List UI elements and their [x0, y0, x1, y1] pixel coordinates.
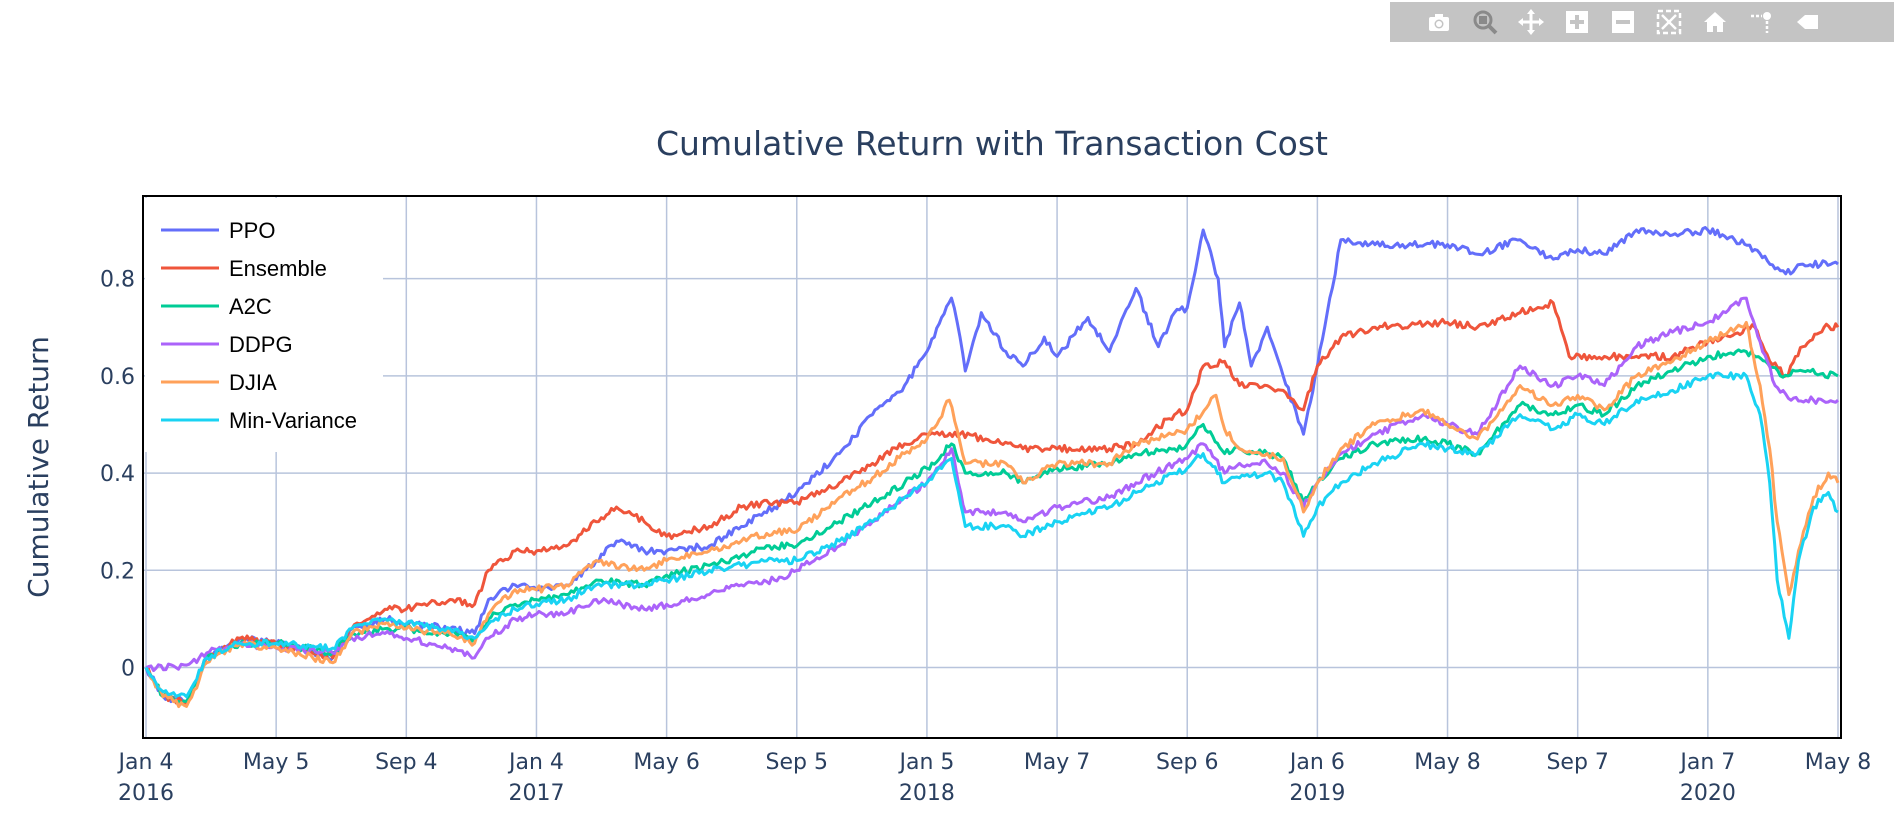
- chart-title: Cumulative Return with Transaction Cost: [656, 124, 1328, 163]
- hover-icon[interactable]: [1784, 2, 1830, 42]
- legend-label: DDPG: [229, 332, 293, 357]
- x-tick-label: Jan 7: [1678, 750, 1735, 775]
- x-tick-label: May 7: [1024, 750, 1090, 775]
- zoom-icon[interactable]: [1462, 2, 1508, 42]
- y-tick-label: 0.2: [100, 559, 135, 584]
- y-axis-title: Cumulative Return: [22, 336, 55, 598]
- camera-icon[interactable]: [1416, 2, 1462, 42]
- x-tick-label: Jan 5: [897, 750, 954, 775]
- series-line-ddpg[interactable]: [145, 296, 1839, 673]
- plot-area[interactable]: [144, 226, 1840, 709]
- legend-item-ensemble[interactable]: Ensemble: [161, 256, 327, 281]
- legend-label: DJIA: [229, 370, 277, 395]
- x-tick-label: May 6: [633, 750, 699, 775]
- spike-icon[interactable]: [1738, 2, 1784, 42]
- legend-item-ppo[interactable]: PPO: [161, 218, 275, 243]
- x-tick-label: Jan 4: [117, 750, 174, 775]
- y-tick-label: 0: [121, 657, 135, 682]
- x-tick-label: Sep 4: [375, 750, 437, 775]
- x-tick-label: Jan 4: [507, 750, 564, 775]
- y-tick-label: 0.4: [100, 462, 135, 487]
- plot-frame: [142, 195, 1842, 739]
- x-tick-label: May 8: [1805, 750, 1871, 775]
- legend-label: PPO: [229, 218, 275, 243]
- x-tick-year: 2016: [118, 781, 174, 806]
- x-tick-year: 2017: [508, 781, 564, 806]
- zoom-in-icon[interactable]: [1554, 2, 1600, 42]
- x-tick-label: May 8: [1414, 750, 1480, 775]
- series-line-ensemble[interactable]: [145, 299, 1840, 706]
- y-axis-ticks: 0 0.2 0.4 0.6 0.8: [100, 268, 135, 682]
- zoom-out-icon[interactable]: [1600, 2, 1646, 42]
- x-tick-label: Sep 6: [1156, 750, 1218, 775]
- series-line-djia[interactable]: [144, 320, 1840, 709]
- legend[interactable]: PPO Ensemble A2C DDPG DJIA Min-Variance: [161, 218, 357, 433]
- legend-item-djia[interactable]: DJIA: [161, 370, 277, 395]
- series-line-min-variance[interactable]: [144, 371, 1839, 699]
- x-tick-year: 2020: [1680, 781, 1736, 806]
- autoscale-icon[interactable]: [1646, 2, 1692, 42]
- x-tick-year: 2019: [1289, 781, 1345, 806]
- legend-item-ddpg[interactable]: DDPG: [161, 332, 293, 357]
- series-line-a2c[interactable]: [144, 348, 1839, 706]
- x-axis-ticks: Jan 4 2016 May 5 Sep 4 Jan 4 2017 May 6 Sep 5 Ja…: [117, 750, 1872, 806]
- modebar: [1390, 2, 1894, 42]
- legend-label: Ensemble: [229, 256, 327, 281]
- legend-label: A2C: [229, 294, 272, 319]
- legend-background: [145, 198, 383, 452]
- legend-item-min-variance[interactable]: Min-Variance: [161, 408, 357, 433]
- x-tick-label: Sep 7: [1546, 750, 1608, 775]
- home-icon[interactable]: [1692, 2, 1738, 42]
- y-tick-label: 0.8: [100, 268, 135, 293]
- y-tick-label: 0.6: [100, 365, 135, 390]
- gridlines: [143, 196, 1841, 738]
- x-tick-label: May 5: [243, 750, 309, 775]
- legend-label: Min-Variance: [229, 408, 357, 433]
- x-tick-label: Sep 5: [766, 750, 828, 775]
- x-tick-label: Jan 6: [1288, 750, 1345, 775]
- pan-icon[interactable]: [1508, 2, 1554, 42]
- legend-item-a2c[interactable]: A2C: [161, 294, 272, 319]
- x-tick-year: 2018: [899, 781, 955, 806]
